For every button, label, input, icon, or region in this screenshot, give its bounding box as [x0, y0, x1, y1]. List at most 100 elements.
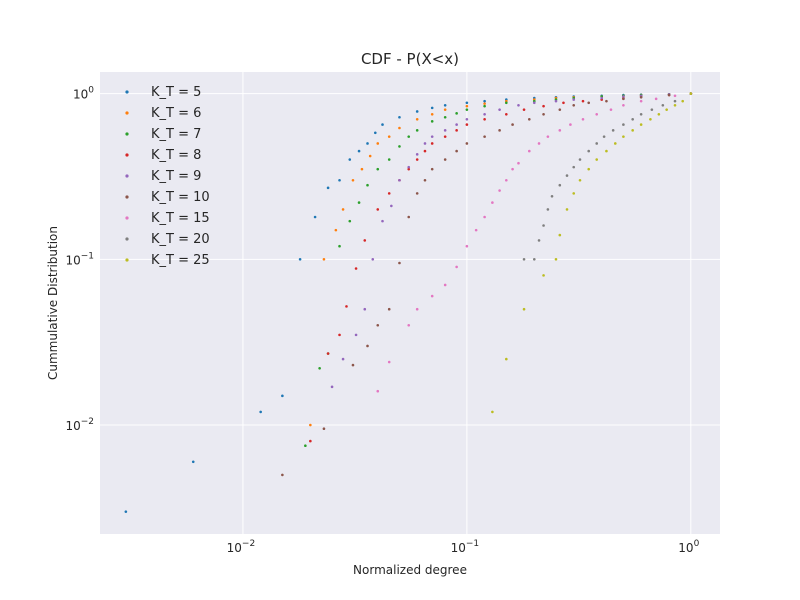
data-point — [398, 115, 401, 119]
data-point — [366, 183, 369, 187]
legend-marker — [125, 111, 129, 115]
data-point — [326, 352, 330, 355]
data-point — [639, 113, 643, 116]
data-point — [259, 410, 262, 414]
legend-marker — [125, 174, 129, 178]
legend-marker — [125, 195, 129, 199]
data-point — [313, 215, 317, 219]
data-point — [326, 186, 330, 190]
data-point — [430, 167, 434, 171]
data-points — [124, 92, 693, 513]
data-point — [423, 142, 427, 145]
data-point — [374, 131, 377, 135]
data-point — [532, 101, 536, 105]
data-point — [338, 178, 341, 182]
x-tick-label: 10−2 — [227, 539, 256, 555]
data-point — [649, 117, 652, 121]
series-5-points — [330, 92, 693, 389]
data-point — [511, 167, 514, 171]
data-point — [338, 333, 341, 337]
data-point — [430, 113, 434, 116]
data-point — [622, 97, 625, 101]
legend-label: K_T = 8 — [151, 148, 201, 163]
data-point — [443, 129, 447, 132]
data-point — [613, 142, 617, 145]
data-point — [542, 113, 545, 116]
data-point — [673, 99, 677, 103]
data-point — [528, 149, 531, 153]
data-point — [522, 108, 526, 111]
legend-label: K_T = 20 — [151, 232, 210, 247]
data-point — [465, 108, 469, 111]
data-point — [522, 307, 526, 311]
legend-label: K_T = 15 — [151, 211, 210, 226]
data-point — [443, 108, 447, 111]
data-point — [348, 158, 352, 161]
data-point — [465, 244, 469, 248]
data-point — [390, 204, 393, 208]
legend-item: K_T = 7 — [125, 127, 201, 142]
legend-item: K_T = 8 — [125, 148, 201, 163]
data-point — [455, 129, 458, 132]
plot-area — [100, 72, 720, 534]
data-point — [351, 363, 355, 367]
data-point — [387, 192, 391, 195]
data-point — [423, 149, 427, 153]
data-point — [124, 510, 128, 513]
data-point — [338, 244, 341, 248]
y-tick-label: 10−1 — [65, 251, 94, 267]
data-point — [430, 142, 434, 145]
data-point — [622, 123, 625, 126]
data-point — [542, 104, 545, 108]
data-point — [631, 117, 634, 121]
data-point — [363, 239, 367, 242]
data-point — [483, 215, 486, 219]
data-point — [522, 258, 526, 261]
data-point — [455, 149, 458, 153]
data-point — [322, 427, 326, 431]
data-point — [465, 101, 469, 105]
data-point — [602, 135, 606, 138]
data-point — [654, 97, 658, 101]
data-point — [572, 165, 576, 169]
data-point — [673, 103, 677, 107]
data-point — [360, 167, 364, 171]
data-point — [304, 444, 307, 448]
data-point — [191, 460, 195, 464]
legend-item: K_T = 6 — [125, 106, 201, 121]
data-point — [298, 258, 302, 261]
data-point — [474, 228, 478, 232]
data-point — [415, 158, 419, 161]
data-point — [595, 158, 599, 161]
data-point — [357, 149, 361, 153]
data-point — [491, 201, 494, 204]
data-point — [483, 102, 486, 105]
data-point — [542, 274, 545, 277]
y-tick-labels: 10−2 10−1 100 — [65, 86, 94, 433]
data-point — [537, 239, 541, 242]
data-point — [657, 113, 661, 116]
data-point — [443, 103, 447, 107]
data-point — [387, 307, 391, 311]
data-point — [430, 120, 434, 123]
data-point — [639, 95, 643, 99]
data-point — [631, 129, 634, 132]
data-point — [407, 215, 411, 219]
data-point — [609, 108, 613, 111]
data-point — [532, 258, 536, 261]
data-point — [569, 123, 572, 126]
data-point — [366, 142, 369, 145]
legend-item: K_T = 5 — [125, 85, 201, 100]
data-point — [381, 219, 384, 223]
x-tick-label: 100 — [678, 539, 699, 555]
data-point — [415, 307, 419, 311]
data-point — [318, 366, 321, 370]
legend-marker — [125, 90, 129, 94]
grid — [100, 72, 720, 534]
data-point — [498, 189, 501, 192]
series-8-points — [522, 92, 693, 261]
data-point — [376, 389, 380, 393]
data-point — [376, 167, 380, 171]
legend-item: K_T = 10 — [125, 190, 210, 205]
